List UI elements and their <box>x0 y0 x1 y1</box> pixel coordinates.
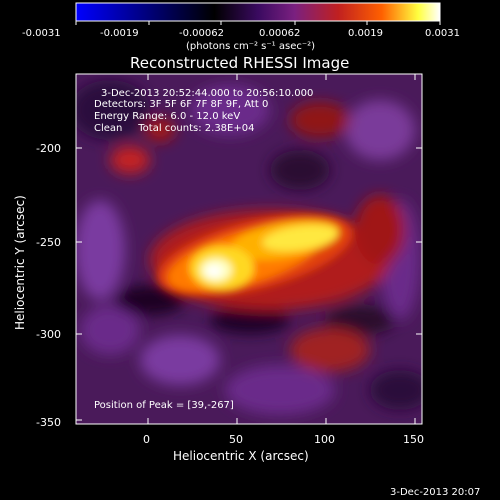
y-axis-ticks <box>76 147 422 421</box>
rhessi-image <box>76 74 422 424</box>
colorbar-tick-label: -0.0019 <box>100 28 139 39</box>
plot-title: Reconstructed RHESSI Image <box>130 54 349 72</box>
y-axis-label: Heliocentric Y (arcsec) <box>13 195 27 330</box>
y-tick-label: -200 <box>36 142 61 155</box>
info-time-range: 3-Dec-2013 20:52:44.000 to 20:56:10.000 <box>101 88 313 99</box>
x-tick-label: 50 <box>229 433 243 446</box>
x-tick-label: 0 <box>143 433 150 446</box>
plot-frame <box>75 73 423 425</box>
info-peak-position: Position of Peak = [39,-267] <box>94 400 234 411</box>
colorbar-tick-label: -0.00062 <box>179 28 224 39</box>
colorbar-ticks <box>75 21 441 25</box>
y-tick-label: -300 <box>36 328 61 341</box>
colorbar-tick-label: -0.0031 <box>22 28 61 39</box>
colorbar <box>75 2 441 22</box>
x-tick-label: 100 <box>314 433 335 446</box>
colorbar-tick-label: 0.0031 <box>425 28 460 39</box>
colorbar-tick-label: 0.00062 <box>259 28 300 39</box>
info-total-counts: Clean Total counts: 2.38E+04 <box>94 123 254 134</box>
x-axis-ticks <box>147 74 416 424</box>
info-energy-range: Energy Range: 6.0 - 12.0 keV <box>94 111 240 122</box>
y-tick-label: -250 <box>36 236 61 249</box>
colorbar-units: (photons cm⁻² s⁻¹ asec⁻²) <box>186 41 315 52</box>
y-tick-label: -350 <box>36 416 61 429</box>
x-tick-label: 150 <box>403 433 424 446</box>
x-axis-label: Heliocentric X (arcsec) <box>173 449 309 463</box>
info-detectors: Detectors: 3F 5F 6F 7F 8F 9F, Att 0 <box>94 99 268 110</box>
colorbar-tick-label: 0.0019 <box>348 28 383 39</box>
render-timestamp: 3-Dec-2013 20:07 <box>390 487 480 498</box>
